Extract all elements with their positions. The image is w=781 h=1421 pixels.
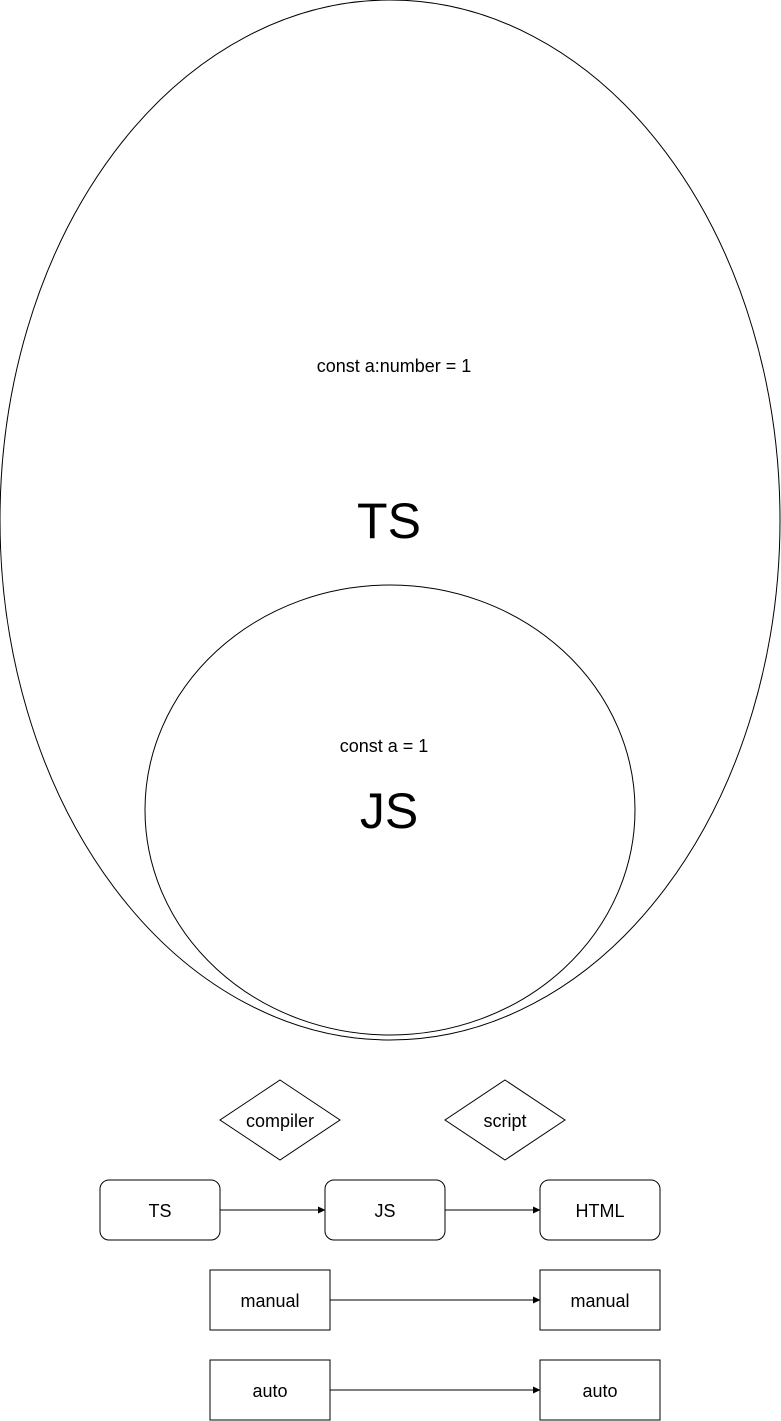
script-diamond[interactable] (444, 1079, 566, 1161)
node-manual-left-label: manual (240, 1291, 299, 1311)
node-auto-left: auto (209, 1359, 331, 1421)
node-auto-left-label: auto (252, 1381, 287, 1401)
node-html: HTML (539, 1179, 661, 1241)
node-manual-left: manual (209, 1269, 331, 1331)
js-code-label: const a = 1 (340, 736, 429, 756)
node-manual-right-label: manual (570, 1291, 629, 1311)
ts-code-label: const a:number = 1 (317, 356, 472, 376)
ts-title: TS (357, 493, 421, 549)
node-js-label: JS (374, 1201, 395, 1221)
node-manual-right: manual (539, 1269, 661, 1331)
node-manual-right-box[interactable] (539, 1269, 661, 1331)
script-label: script (483, 1111, 526, 1131)
js-ellipse-group: const a = 1 JS (144, 584, 636, 1036)
compiler-label: compiler (246, 1111, 314, 1131)
node-html-label: HTML (576, 1201, 625, 1221)
js-title: JS (360, 783, 418, 839)
compiler-decision: compiler (219, 1079, 341, 1161)
compiler-diamond[interactable] (219, 1079, 341, 1161)
node-auto-right-box[interactable] (539, 1359, 661, 1421)
node-auto-right: auto (539, 1359, 661, 1421)
node-manual-left-box[interactable] (209, 1269, 331, 1331)
script-decision: script (444, 1079, 566, 1161)
node-ts-label: TS (148, 1201, 171, 1221)
node-auto-left-box[interactable] (209, 1359, 331, 1421)
node-js: JS (324, 1179, 446, 1241)
js-ellipse[interactable] (144, 584, 636, 1036)
node-ts: TS (99, 1179, 221, 1241)
node-auto-right-label: auto (582, 1381, 617, 1401)
